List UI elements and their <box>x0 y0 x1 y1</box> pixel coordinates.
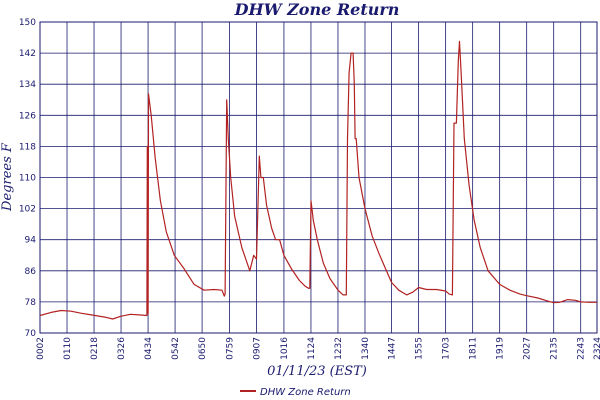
x-tick-label: 0907 <box>253 337 263 360</box>
y-tick-label: 70 <box>25 329 37 339</box>
y-tick-label: 86 <box>25 267 37 277</box>
y-tick-labels: 70 78 86 94 102 110 118 126 134 142 150 <box>19 18 36 339</box>
x-tick-label: 0542 <box>171 337 181 360</box>
x-axis-label: 01/11/23 (EST) <box>267 364 367 379</box>
y-tick-label: 134 <box>19 80 36 90</box>
x-tick-label: 0650 <box>198 337 208 360</box>
x-tick-label: 2135 <box>550 337 560 360</box>
x-tick-labels: 0002 0110 0218 0326 0434 0542 0650 0759 0907 1016… <box>36 337 600 360</box>
x-tick-label: 1555 <box>415 337 425 360</box>
x-tick-label: 0002 <box>36 337 46 360</box>
x-tick-label: 0326 <box>117 337 127 360</box>
y-tick-label: 94 <box>25 236 37 246</box>
y-axis-label: Degrees F <box>0 142 15 212</box>
x-tick-label: 0218 <box>90 337 100 360</box>
x-tick-label: 2324 <box>593 337 600 360</box>
x-tick-label: 1016 <box>280 337 290 360</box>
y-tick-label: 102 <box>19 205 36 215</box>
grid-lines <box>40 22 597 333</box>
x-tick-label: 1703 <box>442 337 452 360</box>
y-tick-label: 78 <box>25 298 37 308</box>
x-tick-label: 1124 <box>307 337 317 360</box>
y-tick-label: 110 <box>19 174 36 184</box>
x-tick-label: 0434 <box>144 337 154 360</box>
x-tick-label: 2243 <box>577 337 587 360</box>
chart-title: DHW Zone Return <box>234 0 400 19</box>
y-tick-label: 150 <box>19 18 36 28</box>
x-tick-label: 1340 <box>361 337 371 360</box>
series-line <box>39 40 597 320</box>
x-tick-label: 1811 <box>469 337 479 360</box>
series-lines <box>39 40 597 320</box>
y-tick-label: 118 <box>19 142 36 152</box>
x-tick-label: 2027 <box>523 337 533 360</box>
y-tick-label: 142 <box>19 49 36 59</box>
x-tick-label: 1447 <box>388 337 398 360</box>
x-tick-label: 0110 <box>63 337 73 360</box>
y-tick-label: 126 <box>19 111 36 121</box>
x-tick-label: 1919 <box>496 337 506 360</box>
legend: DHW Zone Return <box>240 387 351 398</box>
x-tick-label: 0759 <box>226 337 236 360</box>
x-tick-label: 1232 <box>334 337 344 360</box>
legend-label: DHW Zone Return <box>260 387 351 398</box>
